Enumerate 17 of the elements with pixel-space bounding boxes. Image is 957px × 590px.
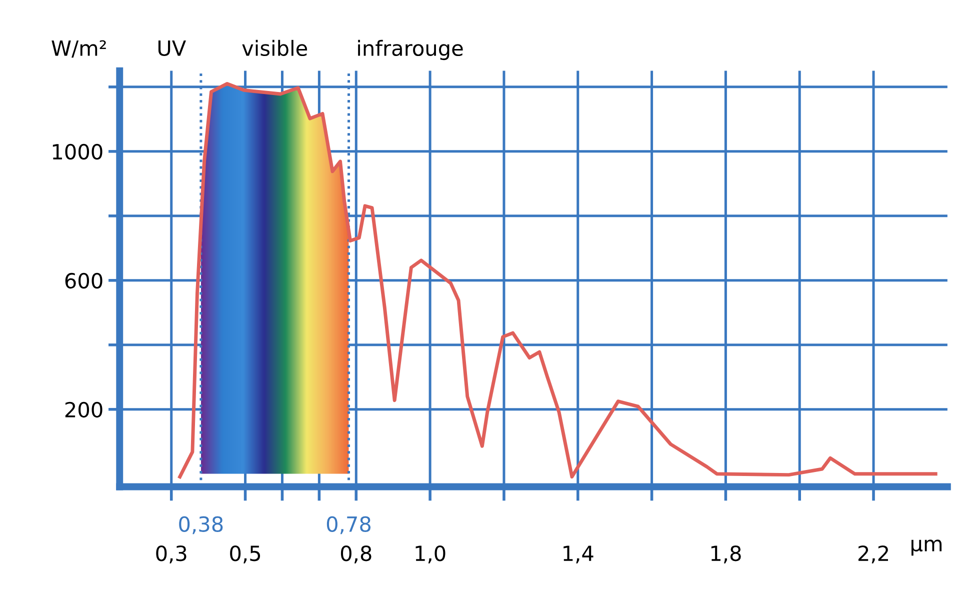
ref-line-label: 0,38	[179, 516, 223, 534]
text: infrarouge	[358, 40, 463, 60]
y-tick-label: 600	[65, 272, 102, 289]
x-tick-label: 0,8	[340, 545, 372, 564]
x-tick-label: 2,2	[858, 545, 888, 564]
y-tick-label: 1000	[52, 144, 102, 160]
band-label: visible	[242, 40, 308, 56]
y-axis-title: W/m²	[52, 40, 106, 58]
x-tick-label: 1,0	[416, 545, 446, 564]
x-tick-label: 1,4	[564, 546, 594, 564]
x-tick-label: 0,3	[156, 545, 186, 564]
x-axis-title: µm	[912, 540, 942, 556]
text: UV	[158, 40, 186, 56]
x-tick-label: 0,5	[230, 545, 260, 564]
ref-line-label: 0,78	[326, 516, 371, 534]
x-tick-label: 1,8	[711, 545, 741, 564]
y-tick-label: 200	[65, 402, 102, 418]
